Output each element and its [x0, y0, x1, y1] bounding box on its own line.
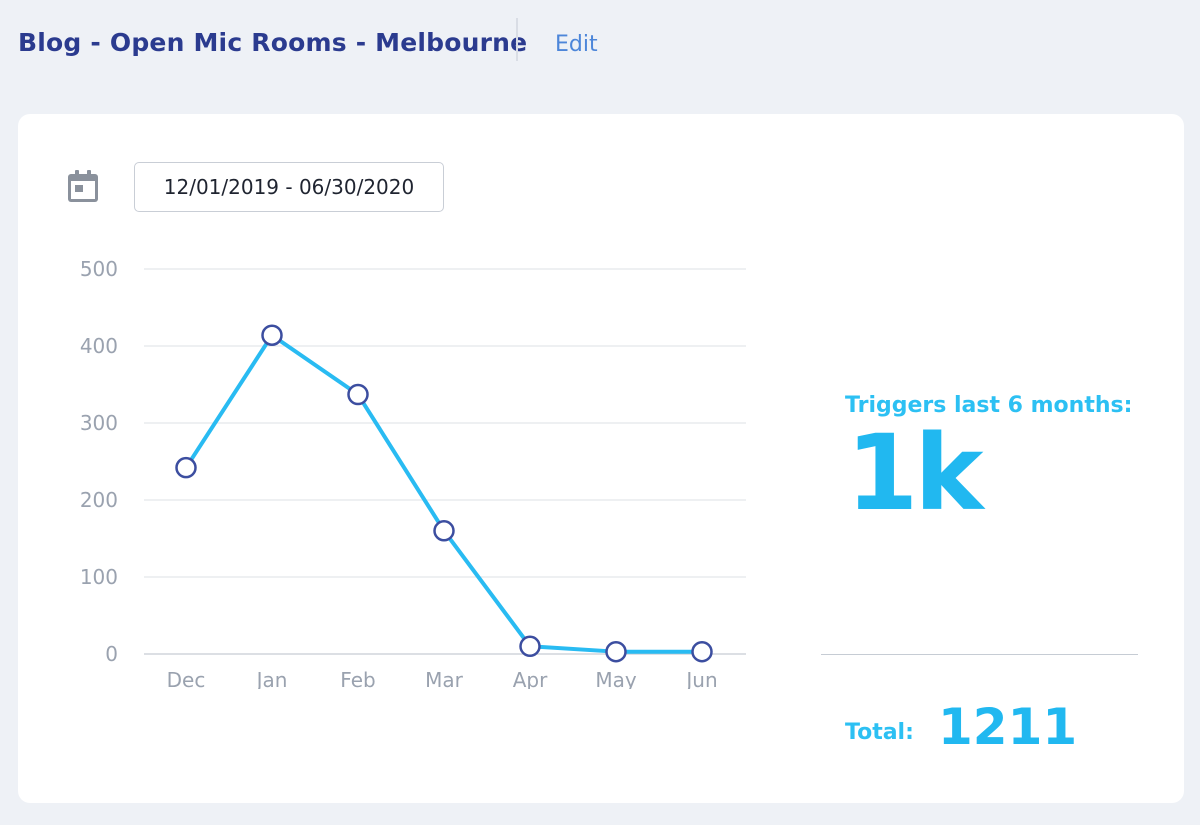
- data-point: [605, 640, 627, 663]
- triggers-label: Triggers last 6 months:: [845, 393, 1133, 418]
- total-label: Total:: [845, 720, 914, 745]
- series-line: [184, 333, 704, 654]
- x-tick-label: Apr: [513, 668, 548, 689]
- page-header: Blog - Open Mic Rooms - Melbourne Edit: [0, 0, 1200, 95]
- y-tick-label: 300: [80, 411, 118, 435]
- header-divider: [516, 18, 518, 61]
- x-tick-label: Jun: [684, 668, 717, 689]
- x-tick-label: Jan: [255, 668, 288, 689]
- total-value: 1211: [938, 698, 1078, 756]
- report-card: 12/01/2019 - 06/30/2020 0 100 200 300 400 500…: [18, 114, 1184, 803]
- y-tick-label: 400: [80, 334, 118, 358]
- x-tick-label: Feb: [340, 668, 375, 689]
- line-chart: 0 100 200 300 400 500 Dec Jan Feb Mar Apr May Jun: [80, 257, 746, 689]
- data-point: [347, 383, 369, 406]
- y-tick-label: 200: [80, 488, 118, 512]
- calendar-icon[interactable]: [68, 170, 98, 202]
- page-title: Blog - Open Mic Rooms - Melbourne: [18, 28, 528, 57]
- data-point: [175, 456, 197, 479]
- x-tick-label: May: [595, 668, 637, 689]
- x-tick-label: Mar: [425, 668, 464, 689]
- y-tick-label: 100: [80, 565, 118, 589]
- stats-divider: [821, 654, 1138, 655]
- y-tick-label: 0: [105, 642, 118, 666]
- data-point: [519, 635, 541, 658]
- triggers-value: 1k: [846, 412, 984, 534]
- edit-link[interactable]: Edit: [555, 32, 598, 57]
- x-tick-label: Dec: [167, 668, 206, 689]
- y-tick-label: 500: [80, 257, 118, 281]
- data-point: [691, 640, 713, 663]
- date-range-picker[interactable]: 12/01/2019 - 06/30/2020: [134, 162, 444, 212]
- data-point: [433, 520, 455, 542]
- data-point: [261, 324, 283, 346]
